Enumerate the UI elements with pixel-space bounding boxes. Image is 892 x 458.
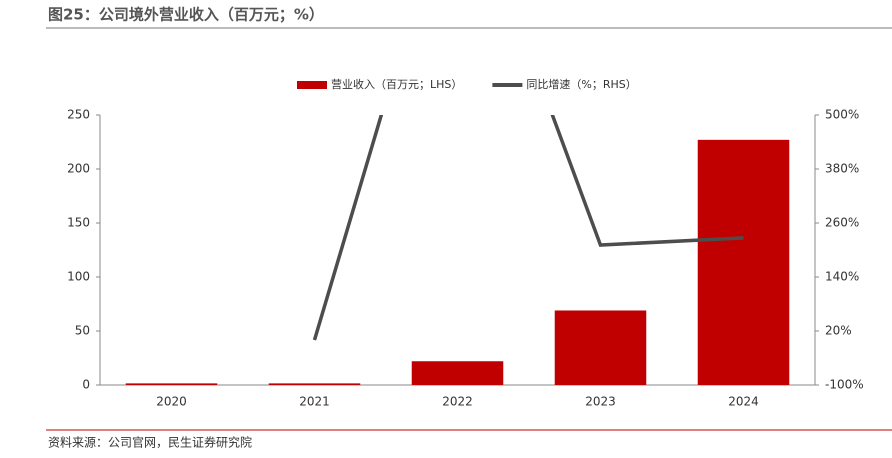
y-tick-label: 0	[82, 378, 90, 392]
y2-tick-label: 380%	[825, 162, 859, 176]
y2-tick-label: -100%	[825, 378, 864, 392]
bar	[268, 383, 361, 385]
y2-tick-label: 140%	[825, 270, 859, 284]
y2-tick-label: 260%	[825, 216, 859, 230]
bar	[554, 310, 647, 385]
x-tick-label: 2022	[442, 395, 473, 409]
x-tick-label: 2023	[585, 395, 616, 409]
y2-tick-label: 500%	[825, 108, 859, 122]
x-tick-label: 2024	[728, 395, 759, 409]
bar	[125, 383, 218, 385]
x-tick-label: 2021	[299, 395, 330, 409]
legend-swatch	[297, 81, 327, 89]
x-tick-label: 2020	[156, 395, 187, 409]
y-tick-label: 50	[75, 324, 90, 338]
source: 资料来源：公司官网，民生证券研究院	[48, 435, 252, 450]
chart-title: 图25：公司境外营业收入（百万元；%）	[48, 6, 324, 24]
bar	[411, 361, 504, 385]
y2-tick-label: 20%	[825, 324, 852, 338]
legend-label: 同比增速（%；RHS）	[526, 77, 636, 91]
line	[312, 115, 744, 341]
y-tick-label: 100	[67, 270, 90, 284]
y-tick-label: 250	[67, 108, 90, 122]
y-tick-label: 150	[67, 216, 90, 230]
legend-label: 营业收入（百万元；LHS）	[331, 77, 462, 91]
y-tick-label: 200	[67, 162, 90, 176]
bar	[697, 139, 790, 385]
